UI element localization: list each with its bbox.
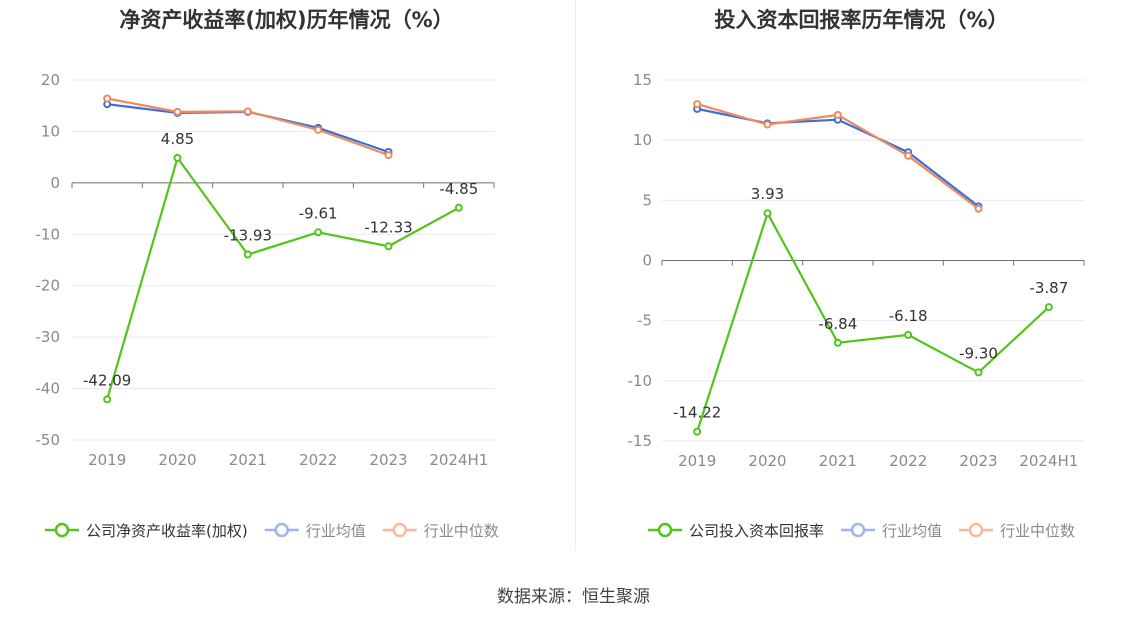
data-point bbox=[384, 151, 393, 160]
data-point bbox=[974, 368, 983, 377]
data-label: 3.93 bbox=[751, 185, 784, 203]
x-tick-label: 2019 bbox=[678, 452, 716, 470]
data-point bbox=[243, 107, 252, 116]
data-point bbox=[763, 120, 772, 129]
series-line bbox=[696, 212, 1050, 432]
data-point bbox=[384, 242, 393, 251]
data-point bbox=[103, 94, 112, 103]
x-tick-label: 2020 bbox=[158, 451, 196, 469]
series-line bbox=[106, 97, 389, 157]
y-tick-label: 10 bbox=[633, 131, 652, 149]
y-tick-label: -15 bbox=[628, 432, 653, 450]
roe-chart-panel: 净资产收益率(加权)历年情况（%） 20 10 0 -10 -20 -30 -40 -50 20… bbox=[0, 0, 573, 560]
legend-label: 行业均值 bbox=[882, 522, 942, 540]
legend-marker bbox=[657, 522, 673, 538]
x-tick-label: 2019 bbox=[88, 451, 126, 469]
x-tick-label: 2024H1 bbox=[429, 451, 488, 469]
data-point bbox=[904, 330, 913, 339]
x-tick-label: 2023 bbox=[369, 451, 407, 469]
legend-label: 公司净资产收益率(加权) bbox=[86, 522, 248, 540]
data-label: -4.85 bbox=[439, 180, 478, 198]
x-tick-label: 2022 bbox=[299, 451, 337, 469]
legend-label: 公司投入资本回报率 bbox=[689, 522, 824, 540]
legend-marker bbox=[274, 522, 289, 538]
data-label: -9.30 bbox=[959, 344, 998, 362]
data-point bbox=[693, 427, 702, 436]
data-point bbox=[904, 151, 913, 160]
data-point bbox=[833, 110, 842, 119]
legend-label: 行业中位数 bbox=[424, 522, 499, 540]
y-tick-label: 0 bbox=[642, 252, 652, 270]
data-label: -12.33 bbox=[364, 218, 412, 236]
x-tick-label: 2020 bbox=[748, 452, 786, 470]
legend-label: 行业中位数 bbox=[1000, 522, 1075, 540]
legend-label: 行业均值 bbox=[306, 522, 366, 540]
y-tick-label: -30 bbox=[36, 328, 61, 346]
data-point bbox=[314, 125, 323, 134]
legend-marker bbox=[54, 522, 70, 538]
y-tick-label: 5 bbox=[642, 191, 652, 209]
panel-divider bbox=[575, 0, 576, 550]
data-point bbox=[763, 209, 772, 218]
roic-chart-svg: 15 10 5 0 -5 -10 -15 2019 2020 2021 2022 2023 2024H1… bbox=[628, 71, 1085, 540]
roe-chart-svg: 20 10 0 -10 -20 -30 -40 -50 2019 2020 2021 2022 2023… bbox=[36, 71, 499, 540]
y-tick-label: 15 bbox=[633, 71, 652, 89]
x-tick-label: 2022 bbox=[889, 452, 927, 470]
data-label: -3.87 bbox=[1029, 279, 1068, 297]
data-label: -14.22 bbox=[673, 404, 721, 422]
data-point bbox=[173, 107, 182, 116]
data-point bbox=[173, 153, 182, 162]
series-line bbox=[106, 156, 460, 400]
legend-marker bbox=[850, 522, 866, 538]
data-label: -6.84 bbox=[818, 315, 857, 333]
y-tick-label: -5 bbox=[637, 312, 652, 330]
chart-title: 投入资本回报率历年情况（%） bbox=[714, 8, 1009, 32]
data-point bbox=[454, 203, 463, 212]
x-tick-label: 2024H1 bbox=[1019, 452, 1078, 470]
data-point bbox=[103, 395, 112, 404]
chart-title: 净资产收益率(加权)历年情况（%） bbox=[119, 8, 454, 32]
x-tick-label: 2021 bbox=[229, 451, 267, 469]
legend-marker bbox=[392, 522, 407, 538]
y-tick-label: 20 bbox=[41, 71, 60, 89]
data-point bbox=[833, 338, 842, 347]
x-tick-label: 2023 bbox=[959, 452, 997, 470]
roic-chart-panel: 投入资本回报率历年情况（%） 15 10 5 0 -5 -10 -15 2019 2020 202… bbox=[575, 0, 1147, 560]
y-tick-label: -40 bbox=[36, 380, 61, 398]
data-label: -13.93 bbox=[224, 226, 272, 244]
y-tick-label: 0 bbox=[50, 174, 60, 192]
y-tick-label: -50 bbox=[36, 431, 61, 449]
data-point bbox=[693, 100, 702, 109]
y-tick-label: 10 bbox=[41, 122, 60, 140]
data-point bbox=[243, 250, 252, 259]
data-label: 4.85 bbox=[161, 130, 194, 148]
y-tick-label: -10 bbox=[36, 225, 61, 243]
data-source-label: 数据来源：恒生聚源 bbox=[497, 587, 650, 607]
data-point bbox=[1044, 303, 1053, 312]
data-point bbox=[314, 228, 323, 237]
data-label: -9.61 bbox=[299, 204, 338, 222]
y-tick-label: -10 bbox=[628, 372, 653, 390]
data-label: -6.18 bbox=[889, 307, 928, 325]
y-tick-label: -20 bbox=[36, 277, 61, 295]
x-tick-label: 2021 bbox=[819, 452, 857, 470]
data-point bbox=[974, 204, 983, 213]
data-label: -42.09 bbox=[83, 371, 131, 389]
legend-marker bbox=[968, 522, 984, 538]
